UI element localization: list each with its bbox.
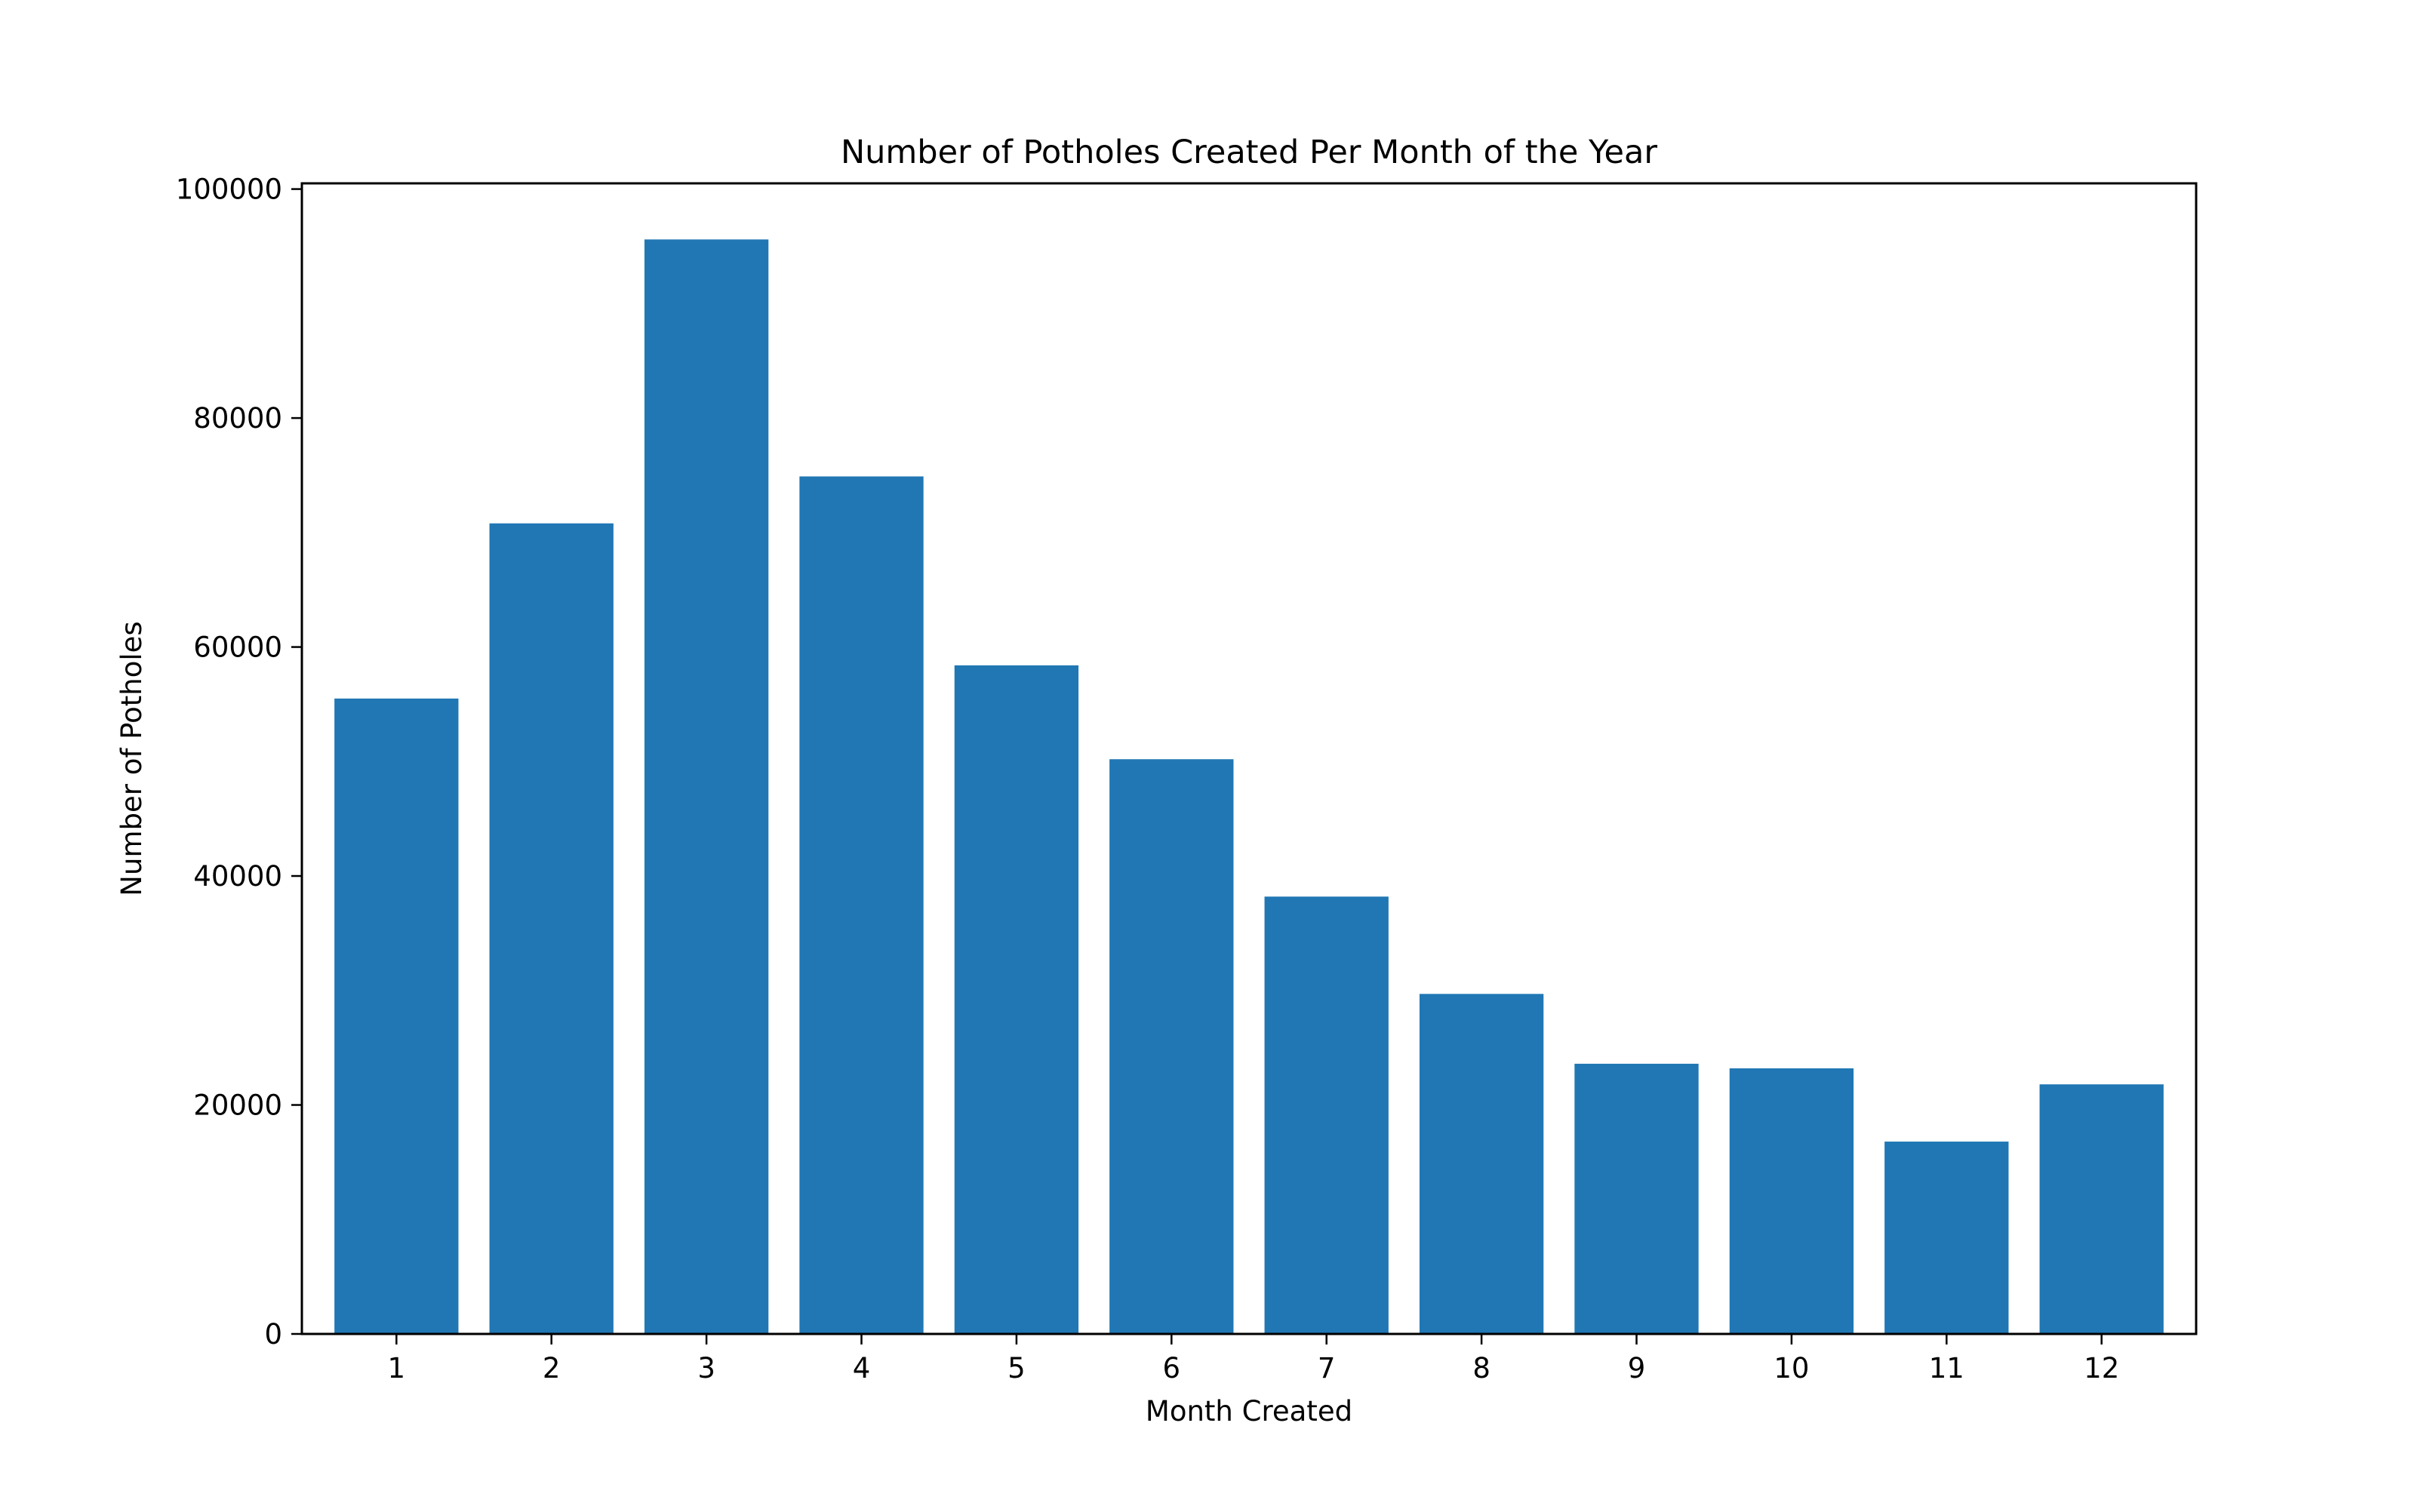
- x-tick-label: 11: [1929, 1352, 1964, 1384]
- x-tick-label: 7: [1318, 1352, 1336, 1384]
- x-axis-label: Month Created: [1146, 1395, 1352, 1427]
- y-axis-label: Number of Potholes: [115, 621, 148, 896]
- plot-frame: [300, 182, 2198, 1335]
- bar-month-4: [799, 476, 924, 1334]
- x-axis-ticks: 1 2 3 4 5 6 7 8 9 10 11 12: [388, 1334, 2119, 1384]
- bar-month-6: [1109, 759, 1234, 1334]
- x-tick-label: 1: [388, 1352, 406, 1384]
- bar-month-3: [644, 239, 769, 1334]
- y-tick-label: 40000: [193, 860, 282, 893]
- x-tick-label: 6: [1163, 1352, 1181, 1384]
- y-axis-ticks: 0 20000 40000 60000 80000 100000: [176, 174, 302, 1351]
- x-tick-label: 8: [1472, 1352, 1491, 1384]
- x-tick-label: 2: [543, 1352, 561, 1384]
- x-tick-label: 4: [853, 1352, 871, 1384]
- chart-title: Number of Potholes Created Per Month of …: [841, 134, 1657, 171]
- bar-month-1: [334, 698, 459, 1334]
- x-tick-label: 12: [2084, 1352, 2119, 1384]
- bars-layer: [334, 239, 2164, 1334]
- y-tick-label: 80000: [193, 402, 282, 435]
- bar-month-7: [1264, 896, 1389, 1334]
- y-tick-label: 20000: [193, 1089, 282, 1122]
- x-tick-label: 9: [1628, 1352, 1646, 1384]
- y-tick-label: 60000: [193, 632, 282, 664]
- bar-month-5: [954, 665, 1079, 1334]
- bar-month-9: [1574, 1063, 1699, 1334]
- y-tick-label: 0: [264, 1318, 282, 1351]
- bar-month-2: [489, 523, 614, 1334]
- bar-month-12: [2039, 1084, 2164, 1334]
- bar-month-8: [1419, 994, 1544, 1334]
- x-tick-label: 5: [1008, 1352, 1026, 1384]
- y-tick-label: 100000: [176, 174, 282, 206]
- x-tick-label: 10: [1774, 1352, 1809, 1384]
- bar-month-10: [1729, 1068, 1854, 1334]
- bar-month-11: [1884, 1142, 2009, 1334]
- x-tick-label: 3: [697, 1352, 715, 1384]
